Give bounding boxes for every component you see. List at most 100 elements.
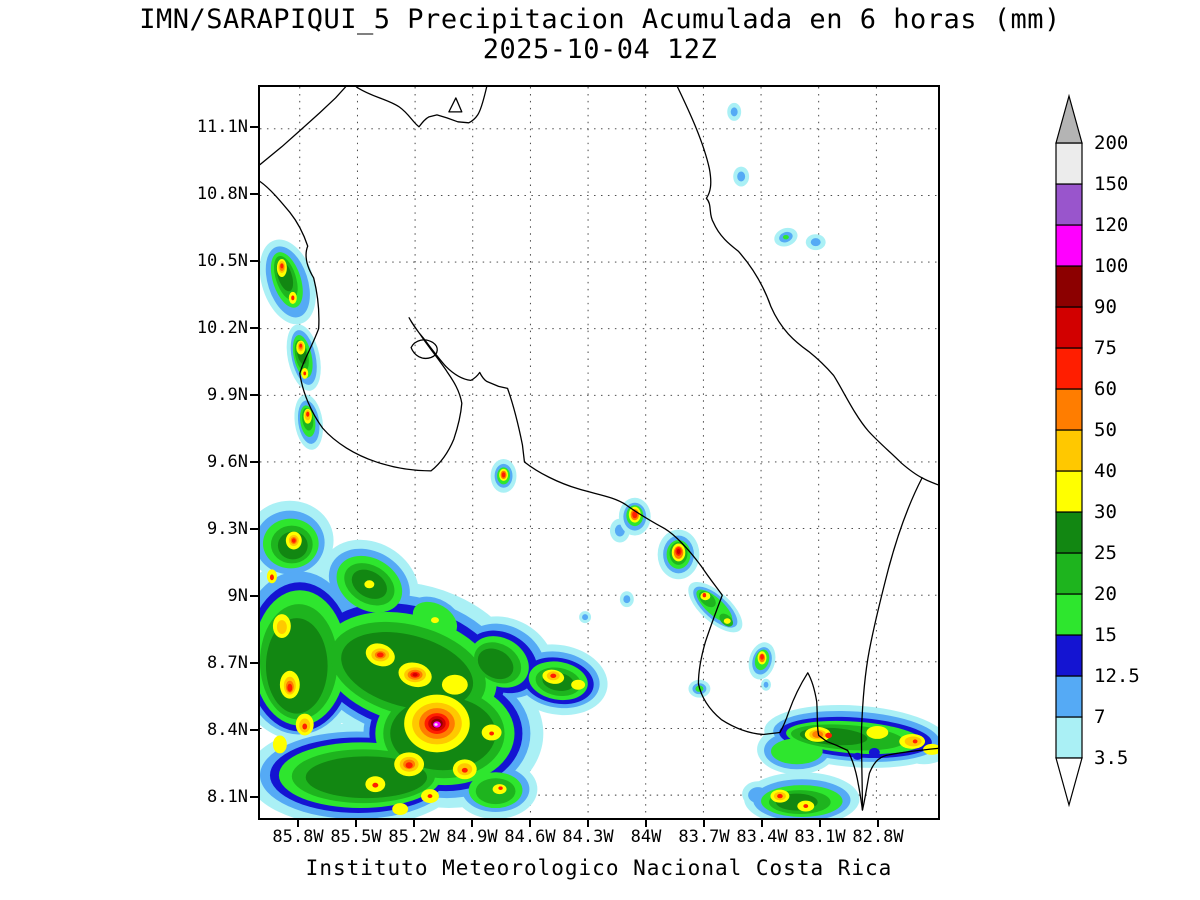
lon-tick-label: 83.1W <box>794 827 846 847</box>
colorbar-tick-label: 75 <box>1094 337 1117 359</box>
lat-tick-mark <box>250 327 258 329</box>
lat-tick-label: 10.2N <box>196 318 248 338</box>
colorbar-tick-label: 150 <box>1094 173 1128 195</box>
caribbean-coast <box>676 87 938 486</box>
lon-tick-label: 85.5W <box>330 827 382 847</box>
colorbar-tick-label: 7 <box>1094 706 1105 728</box>
lat-tick-mark <box>250 193 258 195</box>
lat-tick-mark <box>250 394 258 396</box>
lat-tick-label: 11.1N <box>196 117 248 137</box>
colorbar-segment <box>1055 716 1083 759</box>
colorbar-segment <box>1055 183 1083 226</box>
colorbar-tick-label: 60 <box>1094 378 1117 400</box>
lat-tick-label: 9N <box>227 586 248 606</box>
colorbar-tick-label: 40 <box>1094 460 1117 482</box>
lon-tick-label: 85.2W <box>388 827 440 847</box>
pacific-coast <box>260 180 938 811</box>
lat-tick-label: 9.3N <box>207 519 248 539</box>
lon-tick-mark <box>529 820 531 827</box>
colorbar-segment <box>1055 306 1083 349</box>
lat-tick-label: 8.7N <box>207 653 248 673</box>
colorbar-tick-label: 25 <box>1094 542 1117 564</box>
chart-header: IMN/SARAPIQUI_5 Precipitacion Acumulada … <box>0 5 1200 64</box>
precip-cell-central <box>490 458 634 624</box>
colorbar-segment <box>1055 142 1083 185</box>
precip-complex-southwest <box>260 500 608 818</box>
lat-tick-label: 8.1N <box>207 787 248 807</box>
lat-tick-mark <box>250 260 258 262</box>
lat-tick-label: 10.8N <box>196 184 248 204</box>
chart-datetime: 2025-10-04 12Z <box>482 33 718 65</box>
colorbar-segment <box>1055 388 1083 431</box>
lon-tick-mark <box>877 820 879 827</box>
lat-tick-mark <box>250 461 258 463</box>
colorbar-tick-label: 15 <box>1094 624 1117 646</box>
colorbar-tick-label: 12.5 <box>1094 665 1140 687</box>
lat-tick-mark <box>250 528 258 530</box>
colorbar-tick-label: 3.5 <box>1094 747 1128 769</box>
colorbar-canvas: 3.5 7 12.5 15 20 25 30 40 50 60 75 90 100 120 150 200 <box>1055 93 1140 808</box>
map-canvas <box>260 87 938 818</box>
lon-tick-label: 84.6W <box>504 827 556 847</box>
colorbar-segment <box>1055 224 1083 267</box>
lake-island <box>448 97 463 113</box>
colorbar-tick-label: 20 <box>1094 583 1117 605</box>
lon-tick-mark <box>761 820 763 827</box>
precip-cells-north-caribbean <box>727 102 826 251</box>
colorbar-segment <box>1055 634 1083 677</box>
colorbar-segment <box>1055 470 1083 513</box>
colorbar-segment <box>1055 552 1083 595</box>
precip-cells-nicoya <box>260 239 324 450</box>
precip-band-southeast <box>742 705 938 818</box>
lat-tick-label: 9.6N <box>207 452 248 472</box>
lon-tick-label: 83.7W <box>678 827 730 847</box>
lon-tick-label: 84.3W <box>562 827 614 847</box>
lat-tick-label: 9.9N <box>207 385 248 405</box>
lat-tick-mark <box>250 662 258 664</box>
lat-tick-label: 10.5N <box>196 251 248 271</box>
lon-tick-mark <box>471 820 473 827</box>
colorbar-segment <box>1055 429 1083 472</box>
lake-nicaragua-shore <box>355 87 488 128</box>
colorbar-below-min-arrow <box>1055 757 1083 808</box>
panama-border <box>860 477 923 811</box>
lat-tick-mark <box>250 595 258 597</box>
nicaragua-pacific-coast <box>260 87 347 166</box>
lon-tick-mark <box>587 820 589 827</box>
coastlines <box>260 87 938 811</box>
lat-tick-mark <box>250 729 258 731</box>
footer-text: Instituto Meteorologico Nacional Costa R… <box>305 856 893 880</box>
colorbar-segment <box>1055 675 1083 718</box>
lon-tick-label: 85.8W <box>272 827 324 847</box>
colorbar-above-max-arrow <box>1055 93 1083 144</box>
precip-cells-pacific-coast <box>609 497 776 698</box>
lon-tick-label: 84W <box>630 827 662 847</box>
lon-tick-mark <box>645 820 647 827</box>
precipitation-contours <box>260 102 938 818</box>
colorbar-segment <box>1055 265 1083 308</box>
map-frame <box>258 85 940 820</box>
lat-tick-label: 8.4N <box>207 720 248 740</box>
lon-tick-mark <box>413 820 415 827</box>
lon-tick-mark <box>819 820 821 827</box>
lat-tick-mark <box>250 796 258 798</box>
colorbar-tick-label: 100 <box>1094 255 1128 277</box>
lon-tick-mark <box>297 820 299 827</box>
lon-tick-label: 84.9W <box>446 827 498 847</box>
colorbar-tick-label: 200 <box>1094 132 1128 154</box>
colorbar-segment <box>1055 511 1083 554</box>
colorbar-segment <box>1055 593 1083 636</box>
lon-tick-mark <box>703 820 705 827</box>
lon-tick-label: 82.8W <box>852 827 904 847</box>
colorbar-tick-label: 30 <box>1094 501 1117 523</box>
colorbar-tick-label: 90 <box>1094 296 1117 318</box>
colorbar: 3.5 7 12.5 15 20 25 30 40 50 60 75 90 100 120 150 200 <box>1050 92 1190 822</box>
colorbar-tick-label: 50 <box>1094 419 1117 441</box>
lon-tick-label: 83.4W <box>736 827 788 847</box>
lon-tick-mark <box>355 820 357 827</box>
chira-island <box>410 339 438 359</box>
lat-tick-mark <box>250 126 258 128</box>
chart-title: IMN/SARAPIQUI_5 Precipitacion Acumulada … <box>139 4 1061 35</box>
colorbar-segment <box>1055 347 1083 390</box>
colorbar-tick-label: 120 <box>1094 214 1128 236</box>
